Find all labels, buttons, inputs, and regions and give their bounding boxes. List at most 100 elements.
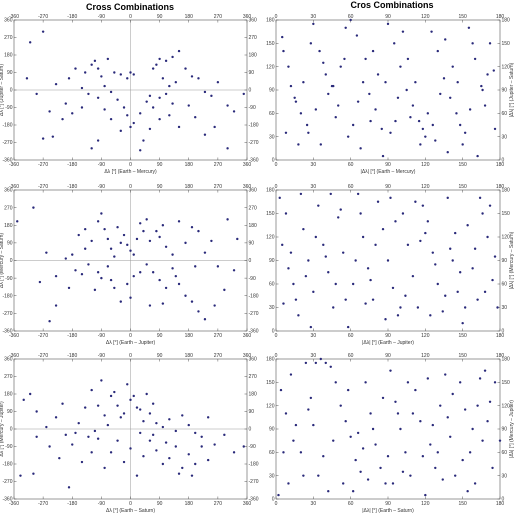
- y-tick-label-right: 180: [502, 18, 511, 24]
- data-point: [406, 243, 410, 247]
- data-point: [349, 435, 352, 438]
- data-point: [389, 369, 392, 372]
- data-point: [356, 192, 360, 196]
- x-tick-label-top: 0: [275, 353, 278, 359]
- data-point: [429, 314, 432, 317]
- data-point: [197, 229, 200, 233]
- x-tick-label-top: 60: [348, 14, 354, 20]
- data-point: [478, 377, 482, 380]
- y-tick-label-left: 150: [266, 380, 275, 386]
- x-tick-label-bottom: -90: [98, 162, 105, 168]
- data-point: [80, 460, 84, 464]
- data-point: [307, 408, 310, 411]
- y-axis-label: Δλ [°] (Mercury – Jupiter): [0, 401, 5, 457]
- y-tick-label-right: 270: [249, 374, 258, 380]
- data-point: [132, 73, 135, 76]
- x-tick-label-top: 150: [458, 353, 467, 359]
- data-point: [289, 84, 293, 88]
- x-tick-label-bottom: 30: [311, 501, 317, 507]
- x-tick-label-bottom: 90: [385, 162, 391, 168]
- data-point: [158, 235, 161, 239]
- x-tick-label-bottom: -360: [9, 501, 19, 507]
- data-point: [51, 135, 55, 138]
- data-point: [361, 81, 365, 84]
- data-point: [83, 406, 87, 409]
- data-point: [324, 361, 327, 365]
- data-point: [151, 106, 155, 109]
- data-point: [119, 73, 122, 76]
- data-point: [451, 392, 454, 396]
- data-point: [446, 151, 449, 154]
- data-point: [436, 451, 439, 454]
- data-point: [61, 117, 64, 121]
- y-tick-label-right: 60: [502, 111, 508, 117]
- data-point: [151, 402, 155, 405]
- data-point: [48, 320, 51, 323]
- data-point: [332, 439, 335, 442]
- y-tick-label-right: 180: [249, 392, 258, 398]
- data-point: [236, 237, 239, 241]
- y-tick-label-left: 120: [266, 64, 275, 70]
- data-point: [67, 77, 71, 80]
- y-tick-label-right: 0: [502, 497, 505, 503]
- data-point: [90, 147, 93, 150]
- data-point: [441, 310, 444, 313]
- data-point: [359, 212, 362, 215]
- data-point: [431, 423, 434, 427]
- data-point: [451, 65, 454, 68]
- data-point: [116, 98, 119, 101]
- data-point: [366, 478, 370, 481]
- y-tick-label-right: 180: [249, 223, 258, 229]
- y-tick-label-left: 120: [266, 235, 275, 241]
- data-point: [48, 110, 51, 113]
- data-point: [305, 123, 309, 127]
- data-point: [374, 443, 377, 446]
- x-tick-label-top: 270: [214, 184, 223, 190]
- data-point: [384, 81, 387, 84]
- data-point: [206, 458, 210, 462]
- x-axis-label: Δλ [°] (Earth – Jupiter): [106, 340, 156, 346]
- data-point: [210, 239, 213, 243]
- data-point: [351, 282, 355, 286]
- data-point: [232, 451, 236, 454]
- y-tick-label-right: -90: [249, 276, 256, 282]
- x-tick-label-top: 150: [458, 14, 467, 20]
- y-tick-label-left: -90: [5, 105, 12, 111]
- data-point: [155, 229, 158, 233]
- y-tick-label-left: -270: [2, 311, 12, 317]
- y-tick-label-left: 360: [4, 18, 13, 24]
- data-point: [77, 421, 80, 425]
- data-point: [45, 425, 48, 429]
- data-point: [142, 420, 145, 423]
- data-point: [294, 423, 298, 427]
- x-tick-label-top: 120: [421, 184, 430, 190]
- data-point: [103, 466, 106, 470]
- data-point: [309, 42, 313, 45]
- data-point: [142, 229, 145, 233]
- y-tick-label-right: -90: [249, 105, 256, 111]
- data-point: [168, 114, 171, 117]
- x-tick-label-top: -180: [67, 184, 77, 190]
- data-point: [161, 224, 165, 227]
- x-tick-label-top: 90: [385, 14, 391, 20]
- x-axis-label: |Δλ| [°] (Earth – Jupiter): [362, 340, 414, 346]
- data-point: [281, 35, 284, 39]
- y-axis-label: |Δλ| [°] (Mercury – Jupiter): [509, 400, 515, 458]
- data-point: [64, 433, 67, 437]
- data-point: [481, 212, 484, 215]
- data-point: [223, 288, 226, 292]
- data-point: [486, 73, 489, 76]
- data-point: [93, 59, 97, 63]
- y-tick-label-right: 150: [502, 380, 511, 386]
- x-tick-label-top: -180: [67, 353, 77, 359]
- y-tick-label-left: 90: [7, 70, 13, 76]
- x-tick-label-top: -90: [98, 14, 105, 20]
- data-point: [74, 431, 77, 435]
- data-point: [492, 69, 495, 72]
- data-point: [346, 325, 350, 329]
- data-point: [96, 271, 100, 274]
- data-point: [119, 129, 122, 133]
- data-point: [139, 408, 142, 411]
- x-tick-label-bottom: 90: [157, 501, 163, 507]
- scatter-panel-2: -360-360-270-270-180-180-90-900090901801…: [0, 184, 259, 346]
